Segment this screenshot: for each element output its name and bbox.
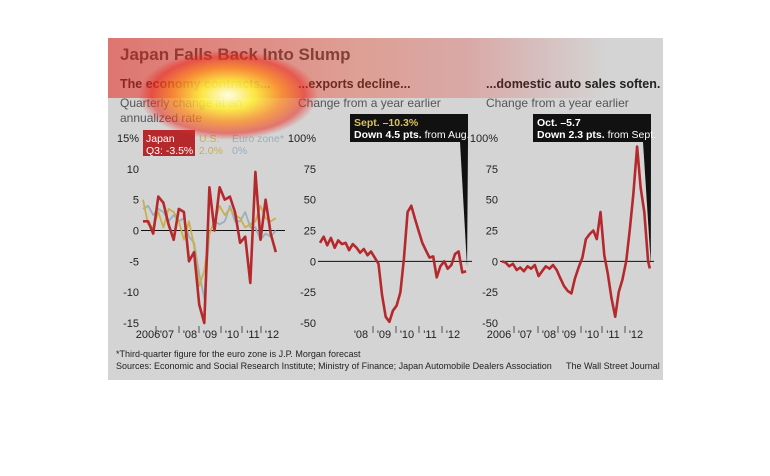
x-tick-label: '08 <box>354 329 368 341</box>
legend-value: 2.0% <box>199 145 223 157</box>
x-tick-label: '10 <box>400 329 414 341</box>
footnote: *Third-quarter figure for the euro zone … <box>116 349 361 359</box>
y-tick-label: 75 <box>304 164 316 176</box>
y-tick-label: 25 <box>486 226 498 238</box>
series-line-japan <box>501 145 652 319</box>
y-tick-label: 50 <box>304 195 316 207</box>
credit: The Wall Street Journal <box>566 361 660 371</box>
annotation-line1: Oct. –5.7 <box>537 117 581 129</box>
annotation-line2: Down 2.3 pts. from Sept. <box>537 129 656 141</box>
y-tick-label: 25 <box>304 226 316 238</box>
annotation-box <box>533 114 651 142</box>
y-tick-label: 5 <box>133 195 139 207</box>
section-subtitle-auto: Change from a year earlier <box>486 96 629 110</box>
y-tick-label: -50 <box>482 318 498 330</box>
y-tick-label: 0 <box>310 256 316 268</box>
annotation-line2-rest: from Sept. <box>605 129 656 141</box>
legend-value: 0% <box>232 145 247 157</box>
y-tick-label: 10 <box>127 164 139 176</box>
x-tick-label: '07 <box>518 329 532 341</box>
legend-name: U.S. <box>199 133 219 145</box>
x-tick-label: 2006 <box>487 329 511 341</box>
x-tick-label: '12 <box>629 329 643 341</box>
x-tick-label: '10 <box>585 329 599 341</box>
y-tick-label: 0 <box>133 226 139 238</box>
y-tick-label: 0 <box>492 256 498 268</box>
y-tick-label: 75 <box>486 164 498 176</box>
annotation-line2: Down 4.5 pts. from Aug. <box>354 129 470 141</box>
x-tick-label: '09 <box>203 329 217 341</box>
x-tick-label: '08 <box>542 329 556 341</box>
y-tick-label: -5 <box>129 256 139 268</box>
annotation-line1: Sept. –10.3% <box>354 117 419 129</box>
y-tick-label: 100% <box>288 133 316 145</box>
x-tick-label: '09 <box>562 329 576 341</box>
x-tick-label: '10 <box>225 329 239 341</box>
annotation-line2-bold: Down 4.5 pts. <box>354 129 422 141</box>
x-tick-label: '11 <box>246 329 260 341</box>
y-tick-label: -15 <box>123 318 139 330</box>
y-tick-label: -25 <box>300 287 316 299</box>
y-tick-label: 15% <box>117 133 139 145</box>
annotation-pointer <box>460 142 468 268</box>
x-tick-label: '11 <box>423 329 437 341</box>
annotation-pointer <box>643 142 651 265</box>
y-tick-label: -10 <box>123 287 139 299</box>
x-tick-label: '12 <box>446 329 460 341</box>
sources: Sources: Economic and Social Research In… <box>116 361 552 371</box>
y-tick-label: 50 <box>486 195 498 207</box>
x-tick-label: '07 <box>160 329 174 341</box>
x-tick-label: '09 <box>377 329 391 341</box>
x-tick-label: '11 <box>606 329 620 341</box>
legend-name: Euro zone* <box>232 133 284 145</box>
annotation-line2-bold: Down 2.3 pts. <box>537 129 605 141</box>
x-tick-label: '12 <box>265 329 279 341</box>
y-tick-label: -50 <box>300 318 316 330</box>
y-tick-label: 100% <box>470 133 498 145</box>
legend-value: Q3: -3.5% <box>146 145 193 157</box>
series-line-japan <box>143 170 278 325</box>
legend-name: Japan <box>146 133 175 145</box>
x-tick-label: '08 <box>183 329 197 341</box>
annotation-line2-rest: from Aug. <box>422 129 470 141</box>
x-tick-label: 2006 <box>136 329 160 341</box>
y-tick-label: -25 <box>482 287 498 299</box>
series-line-japan <box>318 204 467 324</box>
